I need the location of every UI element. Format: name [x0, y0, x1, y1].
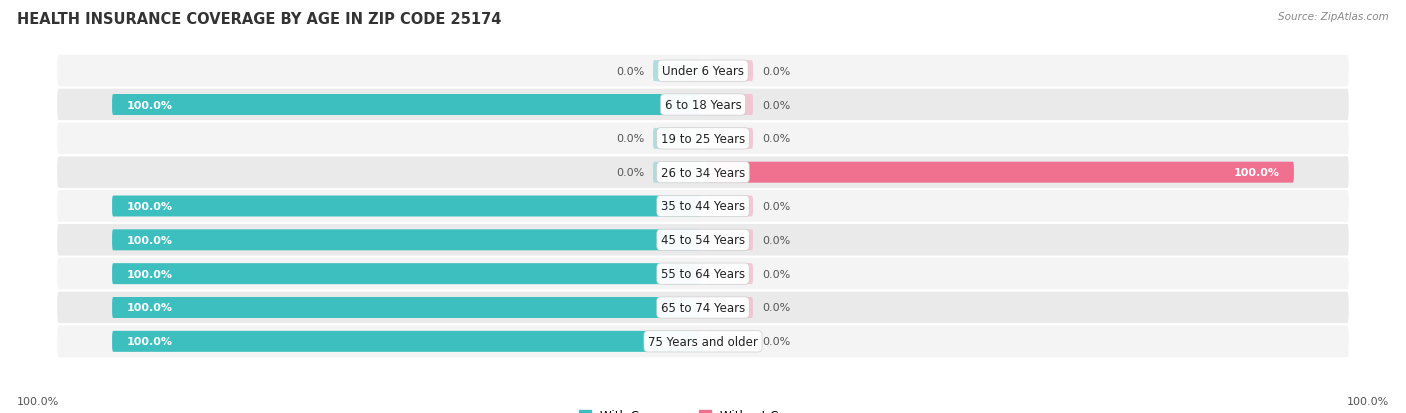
Text: 55 to 64 Years: 55 to 64 Years	[661, 268, 745, 280]
FancyBboxPatch shape	[56, 190, 1350, 223]
FancyBboxPatch shape	[56, 223, 1350, 257]
Text: 100.0%: 100.0%	[127, 235, 173, 245]
FancyBboxPatch shape	[652, 128, 700, 150]
Text: 65 to 74 Years: 65 to 74 Years	[661, 301, 745, 314]
Text: 100.0%: 100.0%	[127, 337, 173, 347]
FancyBboxPatch shape	[112, 331, 700, 352]
FancyBboxPatch shape	[706, 61, 754, 82]
Text: 26 to 34 Years: 26 to 34 Years	[661, 166, 745, 179]
FancyBboxPatch shape	[706, 230, 754, 251]
FancyBboxPatch shape	[706, 263, 754, 285]
Text: 0.0%: 0.0%	[616, 66, 644, 76]
Text: 0.0%: 0.0%	[762, 337, 790, 347]
FancyBboxPatch shape	[56, 291, 1350, 325]
Text: 35 to 44 Years: 35 to 44 Years	[661, 200, 745, 213]
Text: 100.0%: 100.0%	[127, 202, 173, 211]
Text: 0.0%: 0.0%	[762, 66, 790, 76]
FancyBboxPatch shape	[56, 257, 1350, 291]
Text: 100.0%: 100.0%	[17, 396, 59, 406]
Legend: With Coverage, Without Coverage: With Coverage, Without Coverage	[574, 404, 832, 413]
FancyBboxPatch shape	[112, 95, 700, 116]
FancyBboxPatch shape	[56, 156, 1350, 190]
FancyBboxPatch shape	[112, 196, 700, 217]
Text: 100.0%: 100.0%	[127, 269, 173, 279]
Text: 0.0%: 0.0%	[762, 202, 790, 211]
Text: 6 to 18 Years: 6 to 18 Years	[665, 99, 741, 112]
Text: 100.0%: 100.0%	[127, 303, 173, 313]
Text: 0.0%: 0.0%	[616, 168, 644, 178]
Text: 0.0%: 0.0%	[762, 134, 790, 144]
Text: 100.0%: 100.0%	[1233, 168, 1279, 178]
Text: 0.0%: 0.0%	[762, 100, 790, 110]
Text: 0.0%: 0.0%	[762, 303, 790, 313]
Text: 100.0%: 100.0%	[1347, 396, 1389, 406]
Text: 0.0%: 0.0%	[616, 134, 644, 144]
FancyBboxPatch shape	[706, 297, 754, 318]
FancyBboxPatch shape	[56, 325, 1350, 358]
Text: 19 to 25 Years: 19 to 25 Years	[661, 133, 745, 145]
FancyBboxPatch shape	[706, 128, 754, 150]
FancyBboxPatch shape	[112, 297, 700, 318]
Text: 0.0%: 0.0%	[762, 269, 790, 279]
Text: 0.0%: 0.0%	[762, 235, 790, 245]
FancyBboxPatch shape	[56, 122, 1350, 156]
FancyBboxPatch shape	[112, 230, 700, 251]
FancyBboxPatch shape	[56, 88, 1350, 122]
Text: 75 Years and older: 75 Years and older	[648, 335, 758, 348]
FancyBboxPatch shape	[56, 55, 1350, 88]
FancyBboxPatch shape	[706, 95, 754, 116]
Text: Under 6 Years: Under 6 Years	[662, 65, 744, 78]
FancyBboxPatch shape	[706, 331, 754, 352]
FancyBboxPatch shape	[706, 162, 1294, 183]
FancyBboxPatch shape	[652, 162, 700, 183]
FancyBboxPatch shape	[112, 263, 700, 285]
Text: Source: ZipAtlas.com: Source: ZipAtlas.com	[1278, 12, 1389, 22]
Text: 100.0%: 100.0%	[127, 100, 173, 110]
Text: 45 to 54 Years: 45 to 54 Years	[661, 234, 745, 247]
Text: HEALTH INSURANCE COVERAGE BY AGE IN ZIP CODE 25174: HEALTH INSURANCE COVERAGE BY AGE IN ZIP …	[17, 12, 502, 27]
FancyBboxPatch shape	[652, 61, 700, 82]
FancyBboxPatch shape	[706, 196, 754, 217]
